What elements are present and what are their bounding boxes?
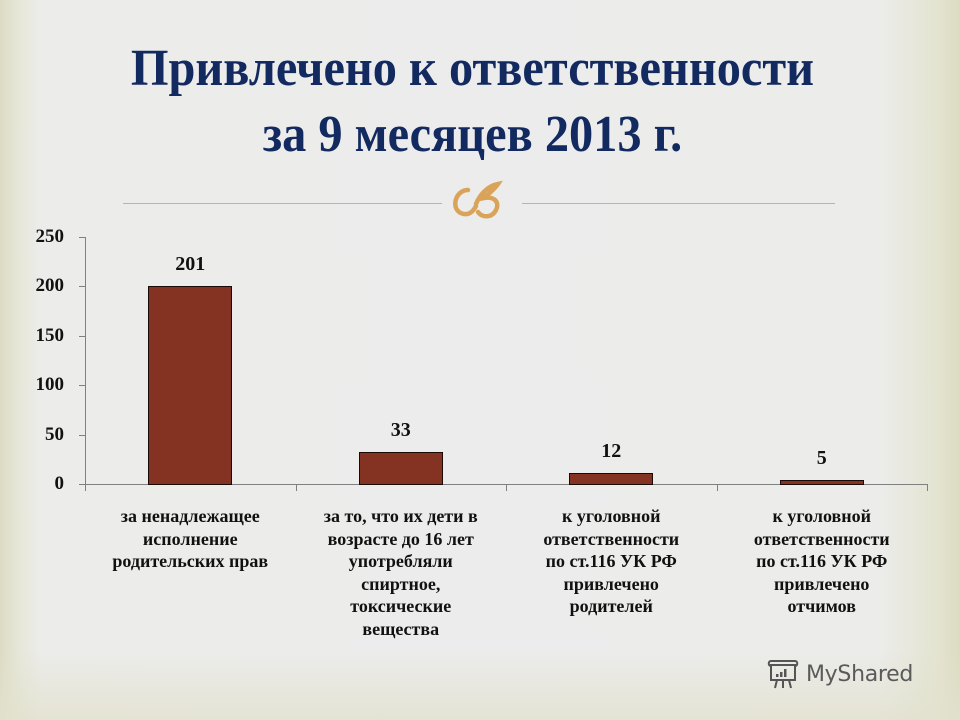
category-label-line: спиртное, — [361, 573, 441, 594]
category-label-line: возрасте до 16 лет — [327, 528, 474, 549]
category-label-line: ответственности — [753, 528, 890, 549]
x-tick — [716, 484, 718, 491]
category-label-line: родительских прав — [112, 551, 269, 571]
category-label: к уголовной ответственности по ст.116 УК Р… — [714, 505, 930, 618]
y-tick-label: 100 — [35, 374, 65, 396]
x-tick — [506, 484, 507, 491]
y-tick — [79, 385, 85, 387]
category-label-line: родителей — [569, 596, 653, 616]
bar — [569, 473, 654, 485]
category-label-line: употребляли — [348, 551, 453, 571]
y-tick-label: 200 — [35, 275, 65, 297]
y-tick — [79, 286, 85, 288]
category-label-line: исполнение — [142, 528, 238, 549]
category-label: за то, что их дети в возрасте до 16 лет уп… — [293, 505, 509, 640]
slide-title: Привлечено к ответственности за 9 месяце… — [33, 36, 912, 168]
y-axis — [85, 237, 86, 485]
category-label: за ненадлежащее исполнение родительских пр… — [82, 505, 298, 573]
y-tick-label: 0 — [54, 473, 65, 494]
flourish-ornament-icon — [442, 180, 522, 219]
x-tick — [295, 484, 297, 491]
category-label-line: по ст.116 УК РФ — [545, 551, 677, 571]
bar — [358, 452, 443, 485]
y-tick-label: 250 — [35, 226, 65, 247]
category-label-line: отчимов — [787, 596, 856, 616]
y-tick-label: 150 — [35, 324, 65, 346]
category-label-line: ответственности — [543, 528, 680, 549]
bar-value-label: 12 — [601, 440, 622, 463]
category-label-line: привлечено — [774, 573, 870, 594]
category-label-line: за ненадлежащее — [120, 506, 260, 526]
category-label-line: по ст.116 УК РФ — [756, 551, 888, 571]
x-tick — [927, 484, 928, 491]
bar — [779, 480, 864, 485]
category-label-line: токсические — [350, 596, 452, 616]
y-tick-label: 50 — [45, 423, 64, 445]
watermark-text: MyShared — [806, 661, 914, 687]
category-label-line: к уголовной — [562, 506, 661, 526]
y-tick — [79, 434, 85, 436]
bar-value-label: 5 — [816, 447, 827, 470]
y-tick — [79, 484, 85, 485]
y-tick — [79, 335, 85, 337]
category-label-line: за то, что их дети в — [323, 506, 478, 526]
category-label: к уголовной ответственности по ст.116 УК Р… — [503, 505, 719, 618]
x-tick — [85, 484, 86, 491]
y-tick — [79, 237, 85, 238]
category-label-line: привлечено — [563, 573, 659, 594]
category-label-line: вещества — [362, 618, 440, 639]
title-line-1: Привлечено к ответственности — [130, 40, 815, 97]
watermark: MyShared — [766, 656, 913, 692]
bar-value-label: 33 — [390, 419, 411, 442]
bar-value-label: 201 — [175, 253, 206, 276]
bar — [148, 286, 233, 485]
presentation-board-icon — [767, 660, 799, 689]
category-label-line: к уголовной — [772, 506, 871, 526]
title-line-2: за 9 месяцев 2013 г. — [262, 106, 683, 163]
